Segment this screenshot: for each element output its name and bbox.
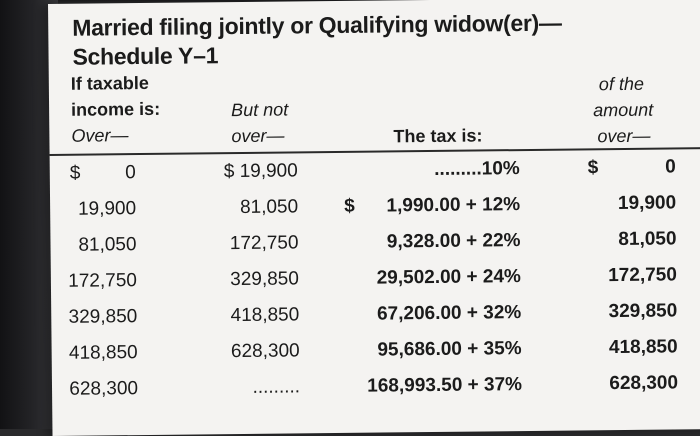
header-amount-over: over— <box>597 125 651 147</box>
cell-but-not-over: ......... <box>252 376 301 398</box>
cell-tax: 29,502.00 + 24% <box>376 266 521 289</box>
cell-tax: 1,990.00 + 12% <box>386 194 521 217</box>
cell-tax: 67,206.00 + 32% <box>376 302 522 325</box>
table-row: 628,300 ......... 168,993.50 + 37% 628,3… <box>52 365 700 408</box>
cell-over: 0 <box>125 162 136 184</box>
cell-over: 329,850 <box>68 306 138 328</box>
cell-but-not-over: 81,050 <box>239 196 299 218</box>
cell-amount-over: 81,050 <box>618 228 677 251</box>
cell-amount-over: 418,850 <box>608 336 678 359</box>
cell-over: 418,850 <box>68 342 138 364</box>
cell-but-not-over: $ 19,900 <box>223 160 298 183</box>
schedule-title: Married filing jointly or Qualifying wid… <box>72 9 562 72</box>
cell-tax: 95,686.00 + 35% <box>377 338 522 361</box>
cell-over: 81,050 <box>78 234 137 256</box>
title-line-1: Married filing jointly or Qualifying wid… <box>72 9 562 41</box>
cell-but-not-over: 172,750 <box>229 232 299 255</box>
header-of-the: of the <box>598 73 645 95</box>
currency-symbol: $ <box>587 157 599 179</box>
cell-but-not-over: 628,300 <box>230 340 300 363</box>
cell-amount-over: 19,900 <box>617 192 677 215</box>
header-over: Over— <box>71 125 129 146</box>
header-if-taxable: If taxable <box>70 72 149 94</box>
cell-amount-over: 172,750 <box>608 264 677 287</box>
cell-amount-over: 628,300 <box>609 372 679 395</box>
currency-symbol: $ <box>69 162 81 184</box>
cell-over: 628,300 <box>69 378 139 400</box>
cell-amount-over: 0 <box>665 156 676 178</box>
cell-over: 19,900 <box>77 198 137 220</box>
header-income-is: income is: <box>71 98 161 120</box>
currency-symbol: $ <box>344 195 355 217</box>
cell-tax: 168,993.50 + 37% <box>367 374 523 397</box>
header-but-not-over: over— <box>231 125 285 147</box>
cell-amount-over: 329,850 <box>608 300 678 323</box>
header-amount: amount <box>593 99 654 121</box>
cell-tax: 9,328.00 + 22% <box>386 230 521 253</box>
cell-tax: .........10% <box>434 158 520 180</box>
cell-but-not-over: 329,850 <box>230 268 300 291</box>
header-but-not: But not <box>231 99 289 121</box>
tax-schedule-page: Married filing jointly or Qualifying wid… <box>48 0 700 436</box>
cell-but-not-over: 418,850 <box>230 304 300 327</box>
title-line-2: Schedule Y–1 <box>72 42 219 70</box>
header-tax-is: The tax is: <box>393 125 483 147</box>
cell-over: 172,750 <box>68 270 138 292</box>
